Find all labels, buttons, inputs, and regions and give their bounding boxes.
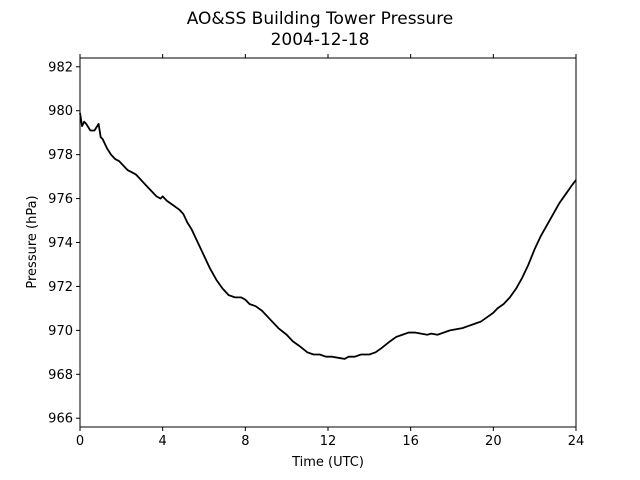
y-tick-label: 974 — [48, 236, 73, 251]
y-tick-label: 982 — [48, 60, 73, 75]
x-tick-label: 16 — [402, 434, 419, 449]
y-tick-label: 980 — [48, 104, 73, 119]
x-tick-label: 4 — [159, 434, 167, 449]
x-tick-label: 12 — [320, 434, 337, 449]
x-tick-label: 8 — [241, 434, 249, 449]
x-tick-label: 24 — [568, 434, 585, 449]
chart-title: AO&SS Building Tower Pressure — [187, 9, 454, 29]
y-tick-label: 968 — [48, 368, 73, 383]
y-axis-label: Pressure (hPa) — [25, 195, 40, 288]
y-tick-label: 970 — [48, 324, 73, 339]
y-tick-label: 966 — [48, 412, 73, 427]
x-axis-label: Time (UTC) — [291, 455, 364, 470]
plot-frame — [79, 57, 577, 428]
y-axis-ticks: 966 968 970 972 974 976 978 980 982 — [48, 60, 80, 427]
chart-subtitle: 2004-12-18 — [271, 30, 370, 50]
pressure-series-line — [79, 112, 577, 360]
x-axis-ticks: 0 4 8 12 16 20 24 — [76, 54, 584, 449]
y-tick-label: 978 — [48, 148, 73, 163]
x-tick-label: 0 — [76, 434, 84, 449]
y-tick-label: 972 — [48, 280, 73, 295]
x-tick-label: 20 — [485, 434, 502, 449]
y-tick-label: 976 — [48, 192, 73, 207]
series-layer — [79, 112, 577, 360]
